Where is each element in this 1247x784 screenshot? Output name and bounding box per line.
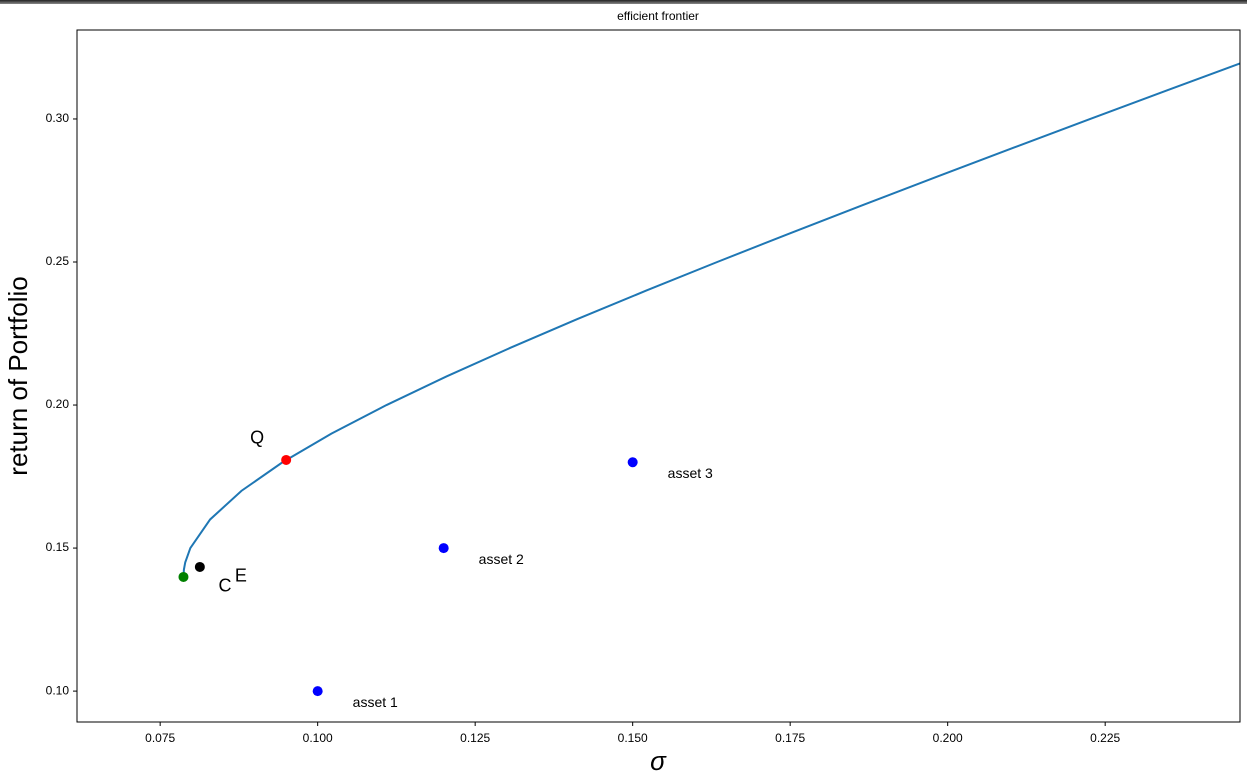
x-tick-label: 0.100	[303, 731, 333, 745]
point-label: asset 2	[479, 551, 524, 567]
x-tick-label: 0.125	[460, 731, 490, 745]
y-tick-label: 0.30	[46, 111, 70, 125]
frontier-line	[182, 62, 1240, 577]
x-axis-label: σ	[650, 746, 667, 776]
y-axis-label: return of Portfolio	[3, 276, 33, 475]
y-tick-label: 0.10	[46, 683, 70, 697]
y-tick-label: 0.25	[46, 254, 70, 268]
x-tick-label: 0.175	[775, 731, 805, 745]
point	[194, 561, 205, 572]
x-tick-label: 0.200	[933, 731, 963, 745]
point-label: E	[235, 566, 247, 586]
point-label: C	[218, 576, 231, 596]
window-border	[0, 0, 1247, 4]
point	[312, 686, 323, 697]
point-label: asset 3	[668, 465, 713, 481]
x-tick-label: 0.150	[618, 731, 648, 745]
point-label: asset 1	[353, 694, 398, 710]
plot-area	[178, 62, 1240, 697]
y-tick-label: 0.15	[46, 540, 70, 554]
x-tick-label: 0.225	[1090, 731, 1120, 745]
point	[178, 571, 189, 582]
point-label: Q	[250, 428, 264, 448]
point	[627, 457, 638, 468]
y-tick-label: 0.20	[46, 397, 70, 411]
point	[438, 543, 449, 554]
point	[281, 454, 292, 465]
chart-title: efficient frontier	[617, 9, 699, 23]
axes-frame	[76, 29, 1241, 723]
x-tick-label: 0.075	[145, 731, 175, 745]
